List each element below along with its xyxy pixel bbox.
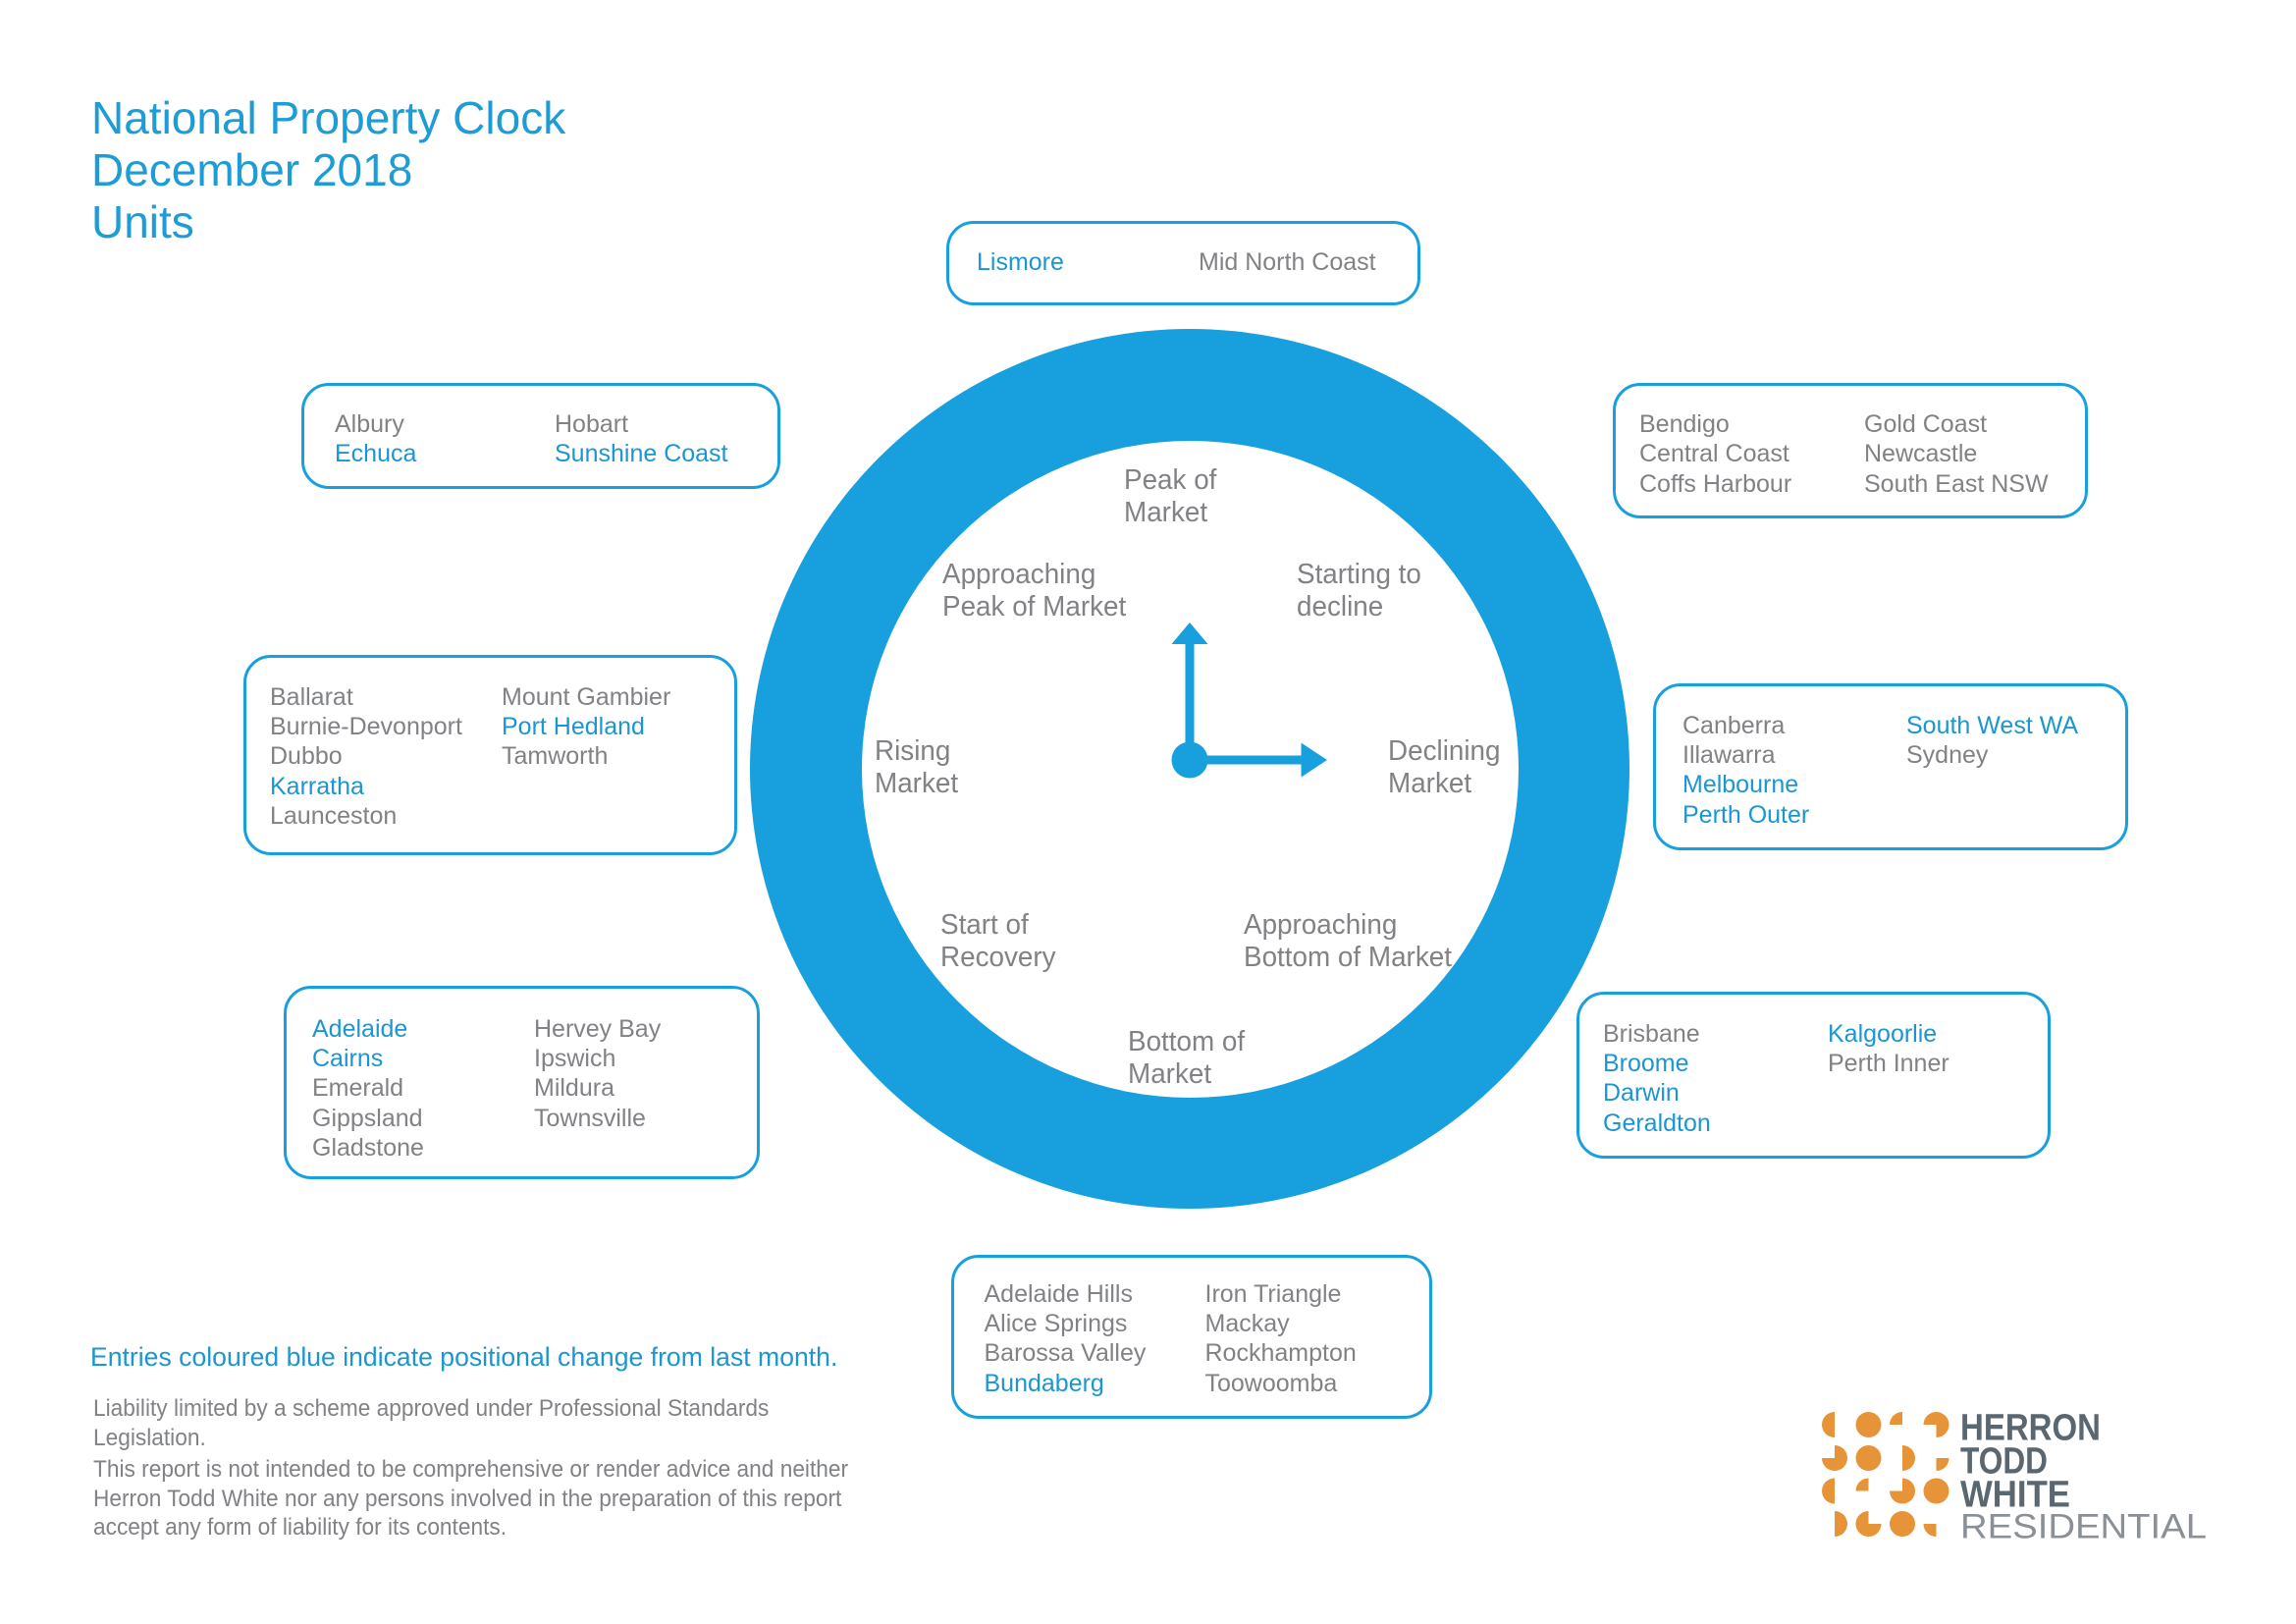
svg-text:RESIDENTIAL: RESIDENTIAL (1960, 1507, 2207, 1545)
svg-text:TODD: TODD (1960, 1441, 2048, 1483)
svg-text:WHITE: WHITE (1960, 1474, 2070, 1515)
svg-text:HERRON: HERRON (1960, 1412, 2101, 1449)
